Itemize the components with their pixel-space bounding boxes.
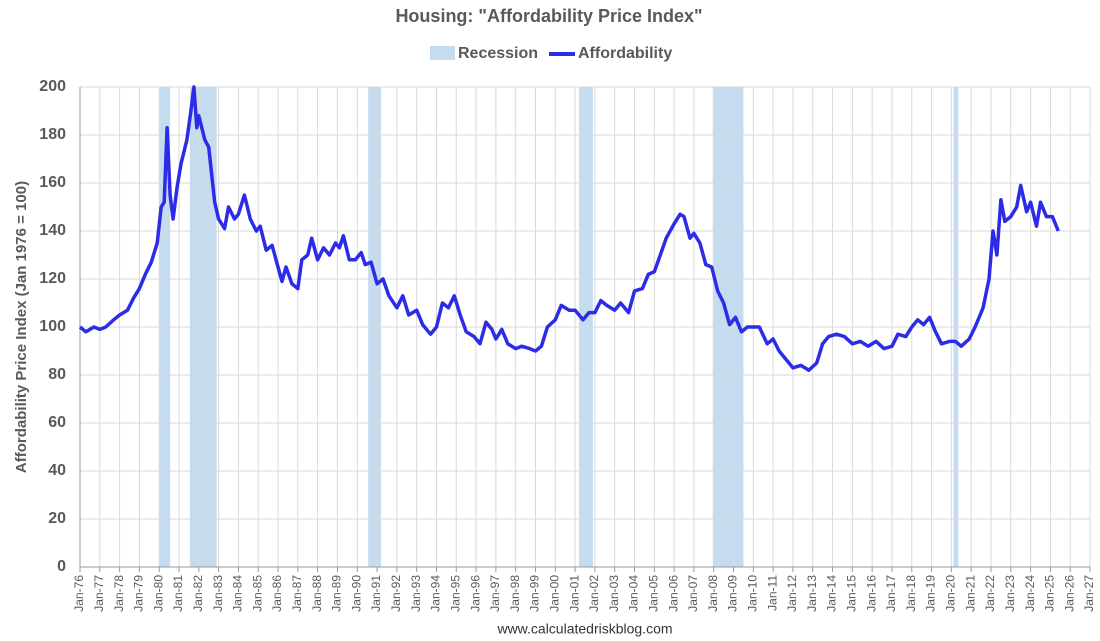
x-tick-label: Jan-09 [726,575,740,612]
y-axis-title: Affordability Price Index (Jan 1976 = 10… [13,181,30,473]
source: www.calculatedriskblog.com [496,621,672,637]
x-tick-label: Jan-78 [112,575,126,612]
x-tick-label: Jan-01 [567,575,581,612]
y-tick-label: 60 [48,414,66,431]
legend-label: Recession [458,45,538,62]
x-tick-label: Jan-12 [785,575,799,612]
plot-area [78,85,1091,572]
x-tick-label: Jan-00 [547,575,561,612]
x-tick-label: Jan-10 [746,575,760,612]
legend-label: Affordability [578,45,672,62]
data-line [78,85,1060,372]
x-tick-label: Jan-91 [369,575,383,612]
x-tick-label: Jan-88 [310,575,324,612]
x-tick-label: Jan-22 [983,575,997,612]
x-tick-label: Jan-90 [349,575,363,612]
x-tick-label: Jan-05 [646,575,660,612]
y-tick-label: 80 [48,366,66,383]
x-tick-label: Jan-84 [231,575,245,612]
y-tick-label: 160 [39,174,66,191]
x-tick-label: Jan-20 [944,575,958,612]
y-tick-label: 200 [39,78,66,95]
x-tick-label: Jan-93 [409,575,423,612]
legend: Recession Affordability [430,45,672,62]
x-tick-label: Jan-13 [805,575,819,612]
x-tick-label: Jan-07 [686,575,700,612]
x-tick-label: Jan-14 [825,575,839,612]
x-tick-label: Jan-17 [884,575,898,612]
x-tick-label: Jan-97 [488,575,502,612]
x-tick-label: Jan-26 [1062,575,1076,612]
x-tick-label: Jan-85 [250,575,264,612]
legend-swatch [430,46,455,60]
y-tick-label: 100 [39,318,66,335]
x-tick-label: Jan-98 [508,575,522,612]
x-tick-label: Jan-04 [627,575,641,612]
y-tick-label: 40 [48,462,66,479]
x-tick-label: Jan-25 [1043,575,1057,612]
x-tick-label: Jan-11 [765,575,779,611]
x-tick-label: Jan-24 [1023,575,1037,612]
x-tick-label: Jan-81 [171,575,185,612]
x-tick-label: Jan-80 [151,575,165,612]
x-tick-label: Jan-89 [330,575,344,612]
x-tick-label: Jan-03 [607,575,621,612]
x-tick-label: Jan-08 [706,575,720,612]
x-tick-label: Jan-15 [845,575,859,612]
x-tick-label: Jan-16 [864,575,878,612]
x-tick-label: Jan-02 [587,575,601,612]
y-tick-label: 120 [39,270,66,287]
x-tick-label: Jan-77 [92,575,106,612]
x-tick-label: Jan-94 [429,575,443,612]
x-tick-label: Jan-19 [924,575,938,612]
y-tick-label: 180 [39,126,66,143]
y-tick-label: 20 [48,510,66,527]
x-tick-label: Jan-87 [290,575,304,612]
x-tick-label: Jan-99 [528,575,542,612]
x-tick-label: Jan-18 [904,575,918,612]
y-tick-label: 140 [39,222,66,239]
x-tick-label: Jan-21 [963,575,977,612]
x-tick-label: Jan-79 [132,575,146,612]
x-tick-label: Jan-96 [468,575,482,612]
x-tick-label: Jan-92 [389,575,403,612]
x-tick-label: Jan-82 [191,575,205,612]
chart-title: Housing: "Affordability Price Index" [395,6,702,26]
x-tick-label: Jan-23 [1003,575,1017,612]
x-tick-label: Jan-95 [448,575,462,612]
y-tick-label: 0 [57,558,66,575]
x-tick-label: Jan-27 [1082,575,1096,612]
x-tick-label: Jan-76 [72,575,86,612]
x-tick-label: Jan-86 [270,575,284,612]
x-tick-label: Jan-06 [666,575,680,612]
x-tick-label: Jan-83 [211,575,225,612]
